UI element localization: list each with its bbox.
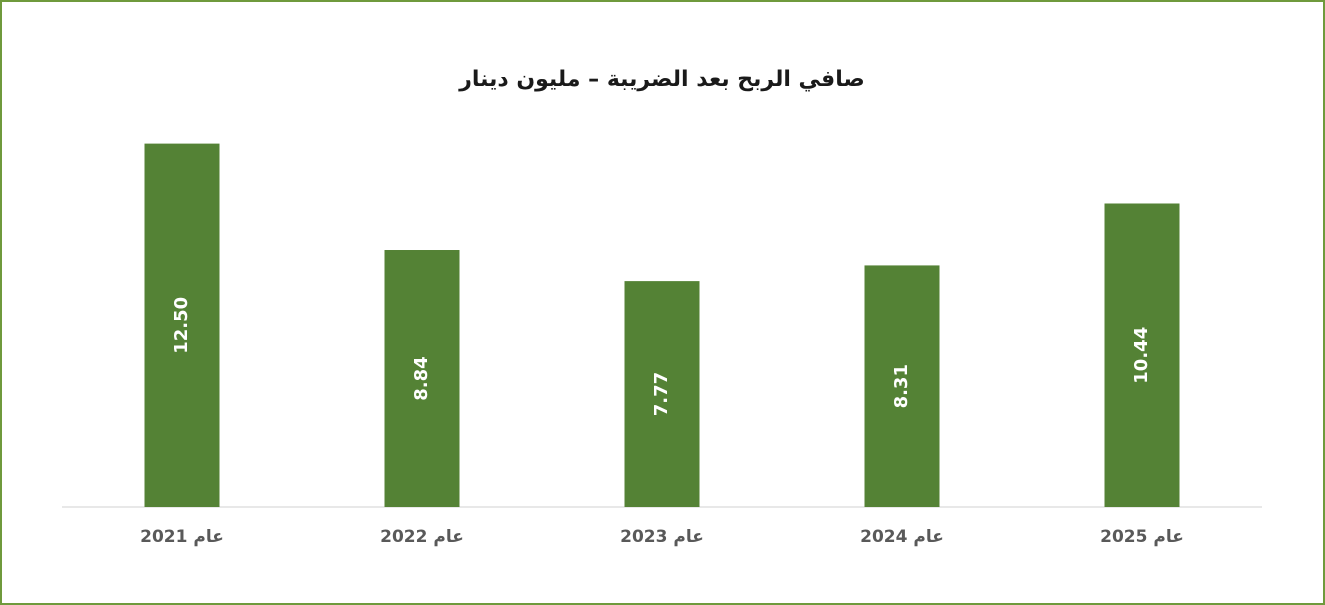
data-label: 10.44 bbox=[1131, 327, 1152, 384]
data-label: 8.31 bbox=[891, 364, 912, 408]
bar bbox=[624, 281, 700, 507]
x-tick-label: عام 2023 bbox=[620, 527, 704, 547]
data-label: 8.84 bbox=[411, 356, 432, 400]
bar bbox=[1104, 203, 1180, 507]
bar bbox=[144, 143, 220, 507]
chart-title: صافي الربح بعد الضريبة – مليون دينار bbox=[458, 67, 865, 92]
bar bbox=[864, 265, 940, 507]
x-tick-label: عام 2022 bbox=[380, 527, 464, 547]
data-label: 12.50 bbox=[171, 297, 192, 354]
x-tick-label: عام 2024 bbox=[860, 527, 944, 547]
data-label: 7.77 bbox=[651, 372, 672, 416]
bar bbox=[384, 250, 460, 507]
x-tick-label: عام 2025 bbox=[1100, 527, 1184, 547]
x-tick-label: عام 2021 bbox=[140, 527, 224, 547]
